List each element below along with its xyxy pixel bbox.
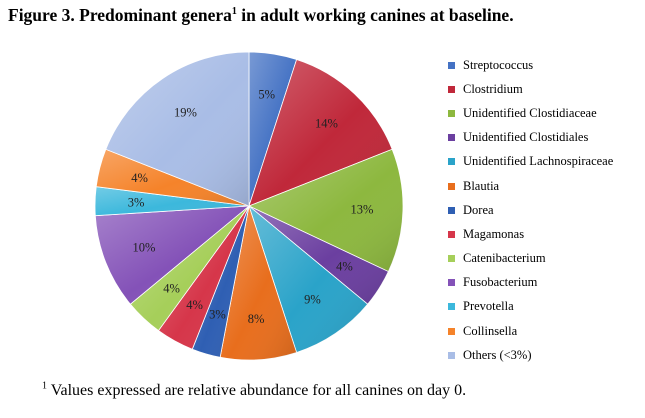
legend-item-catenibacterium: Catenibacterium bbox=[448, 247, 613, 271]
legend-label: Blautia bbox=[463, 178, 500, 193]
legend-item-dorea: Dorea bbox=[448, 198, 613, 222]
legend-item-unidentified-lachnospiraceae: Unidentified Lachnospiraceae bbox=[448, 150, 613, 174]
legend-swatch bbox=[448, 303, 455, 311]
slice-label-clostridium: 14% bbox=[315, 117, 338, 131]
legend-swatch bbox=[448, 134, 455, 142]
legend-label: Fusobacterium bbox=[463, 275, 538, 290]
legend-swatch bbox=[448, 61, 455, 69]
pie-slice-shading bbox=[249, 206, 368, 353]
legend-label: Unidentified Clostidiales bbox=[463, 130, 589, 145]
legend-label: Prevotella bbox=[463, 299, 514, 314]
legend-swatch bbox=[448, 351, 455, 359]
legend-swatch bbox=[448, 206, 455, 214]
pie-slice-shading bbox=[249, 59, 393, 206]
slice-label-unidentified-lachnospiraceae: 9% bbox=[304, 293, 321, 307]
legend-item-magamonas: Magamonas bbox=[448, 222, 613, 246]
footnote-marker: 1 bbox=[42, 380, 47, 392]
legend-swatch bbox=[448, 85, 455, 93]
pie-slice-shading bbox=[249, 206, 389, 305]
pie-slice-shading bbox=[96, 149, 250, 206]
legend-item-unidentified-clostidiales: Unidentified Clostidiales bbox=[448, 126, 613, 150]
legend-label: Others (<3%) bbox=[463, 347, 532, 362]
legend-swatch bbox=[448, 255, 455, 263]
legend-label: Magamonas bbox=[463, 226, 525, 241]
pie-slice-shading bbox=[130, 206, 249, 331]
legend-item-unidentified-clostidiaceae: Unidentified Clostidiaceae bbox=[448, 101, 613, 125]
pie-slice-shading bbox=[249, 149, 404, 272]
slice-label-magamonas: 4% bbox=[186, 298, 203, 312]
figure-title: Figure 3. Predominant genera1 in adult w… bbox=[8, 5, 514, 26]
legend-label: Streptococcus bbox=[463, 57, 534, 72]
legend-swatch bbox=[448, 279, 455, 287]
legend-label: Unidentified Clostidiaceae bbox=[463, 105, 597, 120]
pie-slice-shading bbox=[158, 206, 249, 350]
title-main: Figure 3. Predominant genera bbox=[8, 5, 232, 25]
slice-label-unidentified-clostidiaceae: 13% bbox=[350, 203, 373, 217]
pie-slice-shading bbox=[105, 51, 249, 206]
pie-slice-shading bbox=[249, 52, 297, 206]
slice-label-unidentified-clostidiales: 4% bbox=[336, 260, 353, 274]
footnote-text: Values expressed are relative abundance … bbox=[47, 382, 467, 399]
slice-label-fusobacterium: 10% bbox=[132, 241, 155, 255]
legend-item-prevotella: Prevotella bbox=[448, 295, 613, 319]
title-rest: in adult working canines at baseline. bbox=[236, 5, 514, 25]
pie-slice-shading bbox=[95, 206, 249, 305]
pie-slice-shading bbox=[220, 206, 297, 360]
legend-item-streptococcus: Streptococcus bbox=[448, 53, 613, 77]
legend-item-clostridium: Clostridium bbox=[448, 77, 613, 101]
legend-swatch bbox=[448, 158, 455, 166]
legend-label: Clostridium bbox=[463, 81, 523, 96]
legend-label: Catenibacterium bbox=[463, 251, 546, 266]
slice-label-dorea: 3% bbox=[209, 308, 226, 322]
pie-slice-shading bbox=[94, 186, 249, 216]
legend-item-others-3: Others (<3%) bbox=[448, 343, 613, 367]
slice-label-streptococcus: 5% bbox=[258, 87, 275, 101]
legend-swatch bbox=[448, 182, 455, 190]
slice-label-collinsella: 4% bbox=[131, 171, 148, 185]
legend-label: Dorea bbox=[463, 202, 494, 217]
legend-label: Collinsella bbox=[463, 323, 518, 338]
legend-label: Unidentified Lachnospiraceae bbox=[463, 154, 614, 169]
title-footnote-marker: 1 bbox=[231, 6, 237, 18]
slice-label-blautia: 8% bbox=[248, 312, 265, 326]
slice-label-others-3: 19% bbox=[174, 106, 197, 120]
slice-label-prevotella: 3% bbox=[128, 196, 145, 210]
legend-swatch bbox=[448, 109, 455, 117]
pie-slice-shading bbox=[192, 206, 249, 358]
legend-item-fusobacterium: Fusobacterium bbox=[448, 271, 613, 295]
footnote: 1 Values expressed are relative abundanc… bbox=[42, 380, 467, 400]
legend-swatch bbox=[448, 327, 455, 335]
slice-label-catenibacterium: 4% bbox=[163, 281, 180, 295]
legend-item-blautia: Blautia bbox=[448, 174, 613, 198]
legend-swatch bbox=[448, 230, 455, 238]
legend: Streptococcus Clostridium Unidentified Clo… bbox=[448, 53, 613, 367]
legend-item-collinsella: Collinsella bbox=[448, 319, 613, 343]
